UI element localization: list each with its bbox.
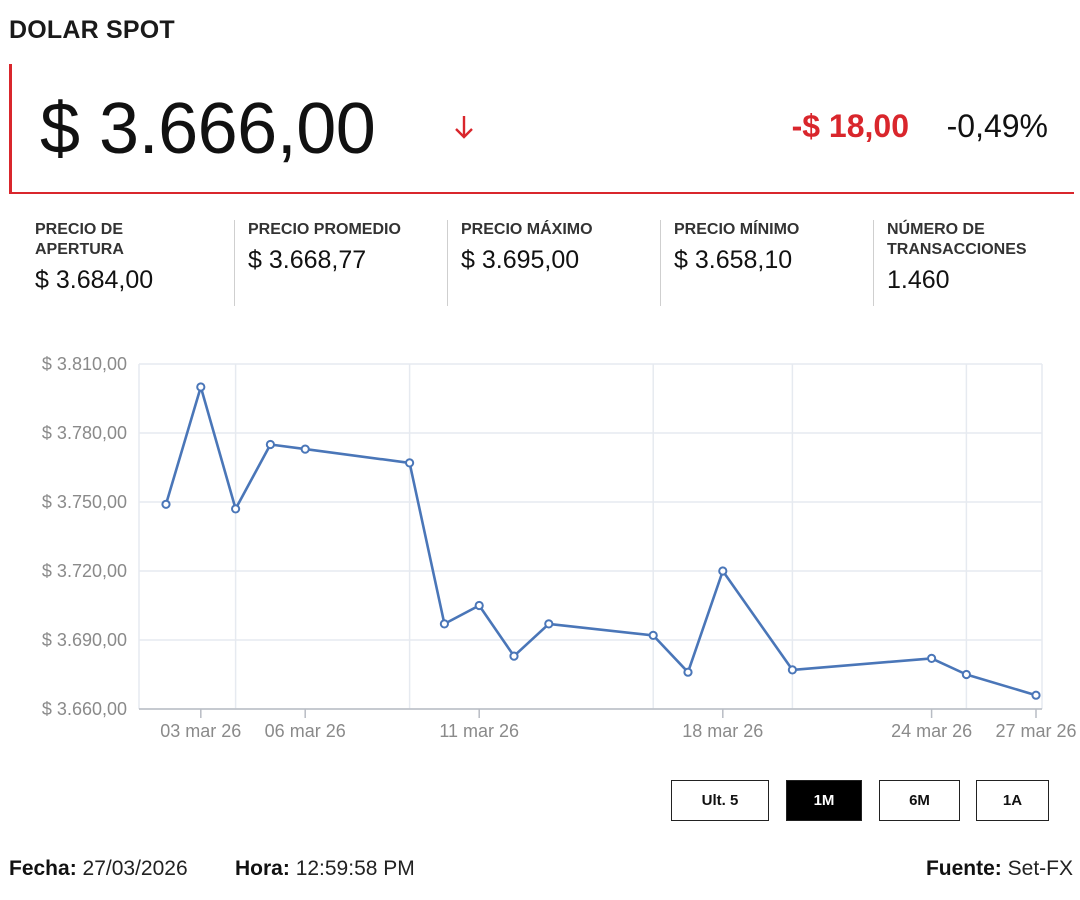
data-point <box>439 619 449 629</box>
stat-value: $ 3.695,00 <box>461 246 580 274</box>
data-point <box>196 382 206 392</box>
data-point <box>961 669 972 680</box>
page-title: DOLAR SPOT <box>9 16 175 44</box>
x-tick-label: 11 mar 26 <box>439 721 519 741</box>
data-point <box>787 665 798 675</box>
stat-transactions: NÚMERO DE TRANSACCIONES 1.460 <box>873 220 1067 306</box>
y-tick-label: $ 3.720,00 <box>42 561 127 581</box>
time-label: Hora: <box>235 857 290 880</box>
data-point <box>265 439 275 450</box>
stat-label: PRECIO MÍNIMO <box>674 221 800 238</box>
y-tick-label: $ 3.780,00 <box>42 423 127 443</box>
source-value: Set-FX <box>1007 857 1073 880</box>
stat-label: PRECIO DE APERTURA <box>35 221 124 258</box>
y-tick-label: $ 3.750,00 <box>42 492 127 512</box>
y-tick-label: $ 3.690,00 <box>42 630 127 650</box>
stat-value: 1.460 <box>887 266 950 294</box>
footer-date: Fecha: 27/03/2026 <box>9 857 188 881</box>
stat-opening-price: PRECIO DE APERTURA $ 3.684,00 <box>35 220 215 306</box>
footer-time: Hora: 12:59:58 PM <box>235 857 415 881</box>
x-tick-label: 06 mar 26 <box>265 721 346 741</box>
x-tick-label: 24 mar 26 <box>891 721 972 741</box>
data-point <box>509 651 519 661</box>
change-absolute: -$ 18,00 <box>791 108 909 144</box>
data-point <box>161 499 171 509</box>
time-value: 12:59:58 PM <box>295 857 415 880</box>
data-point <box>405 458 415 468</box>
stat-label: NÚMERO DE TRANSACCIONES <box>887 221 1027 258</box>
data-point <box>300 444 310 454</box>
data-point <box>544 619 554 629</box>
range-button-ult5[interactable]: Ult. 5 <box>671 780 769 821</box>
x-tick-label: 03 mar 26 <box>160 721 241 741</box>
source-label: Fuente: <box>925 857 1002 880</box>
data-point <box>718 566 728 576</box>
x-tick-label: 18 mar 26 <box>682 721 763 741</box>
x-tick-label: 27 mar 26 <box>995 721 1076 741</box>
arrow-down-icon <box>455 116 473 139</box>
stat-max-price: PRECIO MÁXIMO $ 3.695,00 <box>447 220 641 306</box>
range-button-1a[interactable]: 1A <box>976 780 1049 821</box>
data-point <box>683 667 693 677</box>
data-point <box>231 504 241 514</box>
y-tick-label: $ 3.810,00 <box>42 354 127 374</box>
quote-panel: $ 3.666,00 -$ 18,00 -0,49% <box>9 64 1074 194</box>
current-price: $ 3.666,00 <box>40 89 376 169</box>
y-tick-label: $ 3.660,00 <box>42 699 127 719</box>
change-percent: -0,49% <box>946 108 1048 144</box>
footer-source: Fuente: Set-FX <box>926 857 1073 881</box>
price-line-chart: $ 3.660,00 $ 3.690,00 $ 3.720,00 $ 3.750,00… <box>42 354 1077 741</box>
stat-label: PRECIO PROMEDIO <box>248 221 401 238</box>
date-value: 27/03/2026 <box>82 857 188 880</box>
data-point <box>1031 690 1041 700</box>
stat-label: PRECIO MÁXIMO <box>461 221 593 238</box>
stat-value: $ 3.668,77 <box>248 246 367 274</box>
data-point <box>648 630 658 640</box>
range-button-1m[interactable]: 1M <box>786 780 862 821</box>
stat-value: $ 3.684,00 <box>35 266 154 294</box>
stat-value: $ 3.658,10 <box>674 246 793 274</box>
data-point <box>927 653 937 663</box>
range-button-6m[interactable]: 6M <box>879 780 960 821</box>
stat-average-price: PRECIO PROMEDIO $ 3.668,77 <box>234 220 428 306</box>
data-point <box>474 600 484 611</box>
stats-row: PRECIO DE APERTURA $ 3.684,00 PRECIO PRO… <box>35 220 1075 306</box>
date-label: Fecha: <box>9 857 77 880</box>
stat-min-price: PRECIO MÍNIMO $ 3.658,10 <box>660 220 854 306</box>
